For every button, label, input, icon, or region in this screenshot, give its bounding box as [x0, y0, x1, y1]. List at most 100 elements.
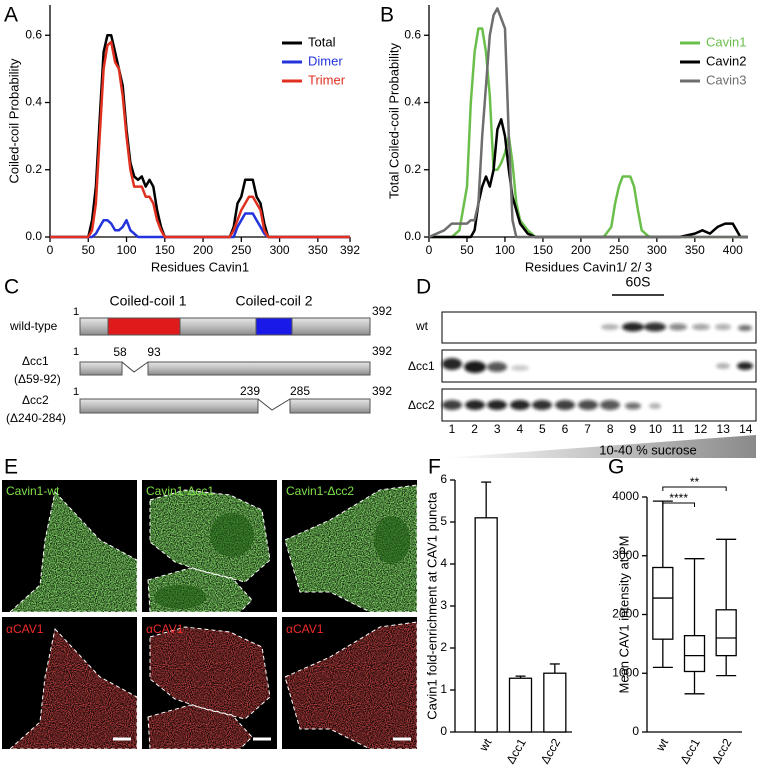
residue-label: 239 — [240, 384, 260, 398]
x-tick-label: wt — [653, 736, 672, 755]
x-tick-label: 200 — [193, 243, 213, 257]
residue-label: 1 — [73, 346, 79, 358]
fraction-label: 5 — [539, 422, 546, 436]
fraction-label: 14 — [739, 422, 753, 436]
deletion-link — [121, 361, 149, 373]
fraction-label: 9 — [629, 422, 636, 436]
blot-row-label: wt — [415, 319, 429, 333]
peak-label: 60S — [626, 274, 651, 290]
protein-bar — [79, 398, 259, 414]
residue-label: 392 — [372, 344, 392, 358]
micrograph-label: αCAV1 — [286, 622, 324, 636]
fraction-label: 11 — [672, 422, 685, 436]
construct-name: Δcc1 — [22, 354, 49, 368]
micrographs: Cavin1-wt Cavin1-Δcc1 Cavin1-Δcc2 αCAV1 … — [2, 480, 418, 750]
x-tick-label: 200 — [571, 243, 591, 257]
y-tick-label: 0.0 — [25, 229, 42, 243]
series-line — [428, 7, 748, 239]
legend-label: Total — [308, 34, 336, 49]
x-tick-label: 350 — [308, 243, 328, 257]
x-tick-label: 0 — [426, 243, 433, 257]
panel-label: G — [608, 456, 624, 479]
blot-bands — [442, 322, 753, 410]
box — [715, 609, 737, 657]
cell-nucleus — [154, 513, 410, 609]
significance-bracket — [662, 502, 695, 507]
x-tick-label: 400 — [723, 243, 743, 257]
y-tick-label: 2 — [440, 640, 447, 654]
x-tick-label: Δcc2 — [709, 736, 735, 766]
construct-deletion: (Δ59-92) — [14, 372, 61, 386]
gradient-blot: 60S wt Δcc1 Δcc2 — [408, 274, 757, 458]
bar — [474, 517, 498, 733]
y-tick-label: 0.0 — [404, 229, 421, 243]
x-tick-label: 50 — [460, 243, 474, 257]
x-axis-label: Residues Cavin1 — [151, 259, 249, 274]
fraction-label: 13 — [717, 422, 731, 436]
coiled-coil-1 — [107, 317, 181, 336]
legend-label: Cavin3 — [706, 72, 746, 87]
panel-label: C — [4, 276, 19, 299]
domain-label: Coiled-coil 1 — [109, 293, 186, 309]
x-tick-label: 100 — [495, 243, 515, 257]
micrograph-label: αCAV1 — [6, 622, 44, 636]
residue-label: 93 — [147, 345, 161, 359]
legend-label: Trimer — [308, 72, 346, 87]
box — [683, 635, 706, 673]
deletion-link — [257, 398, 291, 411]
significance-label: ** — [690, 475, 700, 489]
series-line — [50, 212, 350, 239]
fraction-label: 7 — [584, 422, 591, 436]
y-tick-label: 0.4 — [404, 95, 421, 109]
fraction-label: 6 — [562, 422, 569, 436]
x-tick-label: 50 — [82, 243, 96, 257]
panel-label: E — [4, 456, 18, 479]
x-axis-label: Residues Cavin1/ 2/ 3 — [525, 259, 652, 274]
fraction-label: 12 — [694, 422, 708, 436]
legend-label: Cavin1 — [706, 34, 746, 49]
box — [652, 566, 674, 640]
x-tick-label: 100 — [117, 243, 137, 257]
protein-bar — [147, 361, 371, 376]
panel-label: D — [416, 276, 431, 299]
y-axis-label: Coiled-coil Probability — [6, 58, 21, 183]
micrograph-label: Cavin1-wt — [6, 484, 60, 498]
significance-label: **** — [669, 491, 688, 505]
sucrose-gradient — [442, 435, 756, 458]
y-tick-label: 4 — [440, 556, 447, 570]
series-line — [50, 40, 350, 239]
micrograph-label: αCAV1 — [146, 622, 184, 636]
fraction-label: 4 — [516, 422, 523, 436]
fraction-label: 10 — [649, 422, 663, 436]
y-tick-label: 3 — [440, 598, 447, 612]
panel-label: F — [428, 456, 441, 479]
residue-label: 285 — [290, 384, 310, 398]
micrograph-label: Cavin1-Δcc2 — [286, 484, 354, 498]
y-tick-label: 0.6 — [404, 27, 421, 41]
fraction-label: 3 — [494, 422, 501, 436]
fraction-label: 1 — [449, 422, 456, 436]
y-tick-label: 1000 — [612, 665, 639, 679]
x-tick-label: 250 — [231, 243, 251, 257]
y-tick-label: 1 — [440, 682, 447, 696]
x-tick-label: 300 — [270, 243, 290, 257]
x-tick-label: 150 — [155, 243, 175, 257]
series-line — [50, 34, 350, 239]
residue-label: 1 — [73, 386, 79, 398]
y-tick-label: 0.2 — [404, 162, 421, 176]
y-tick-label: 6 — [440, 472, 447, 486]
fraction-label: 8 — [607, 422, 614, 436]
series-line — [429, 118, 748, 239]
y-tick-label: 3000 — [612, 548, 639, 562]
y-tick-label: 2000 — [612, 607, 639, 621]
x-tick-label: wt — [476, 736, 495, 755]
x-tick-label: 250 — [609, 243, 629, 257]
y-axis-label: Total Coiled-coil Probability — [386, 42, 401, 199]
y-axis-label: Cavin1 fold-enrichment at CAV1 puncta — [424, 492, 439, 720]
blot-row-label: Δcc1 — [408, 359, 435, 373]
y-tick-label: 0 — [632, 724, 639, 738]
y-tick-label: 0.4 — [25, 95, 42, 109]
legend-label: Cavin2 — [706, 53, 746, 68]
y-tick-label: 4000 — [612, 489, 639, 503]
x-tick-label: 150 — [533, 243, 553, 257]
